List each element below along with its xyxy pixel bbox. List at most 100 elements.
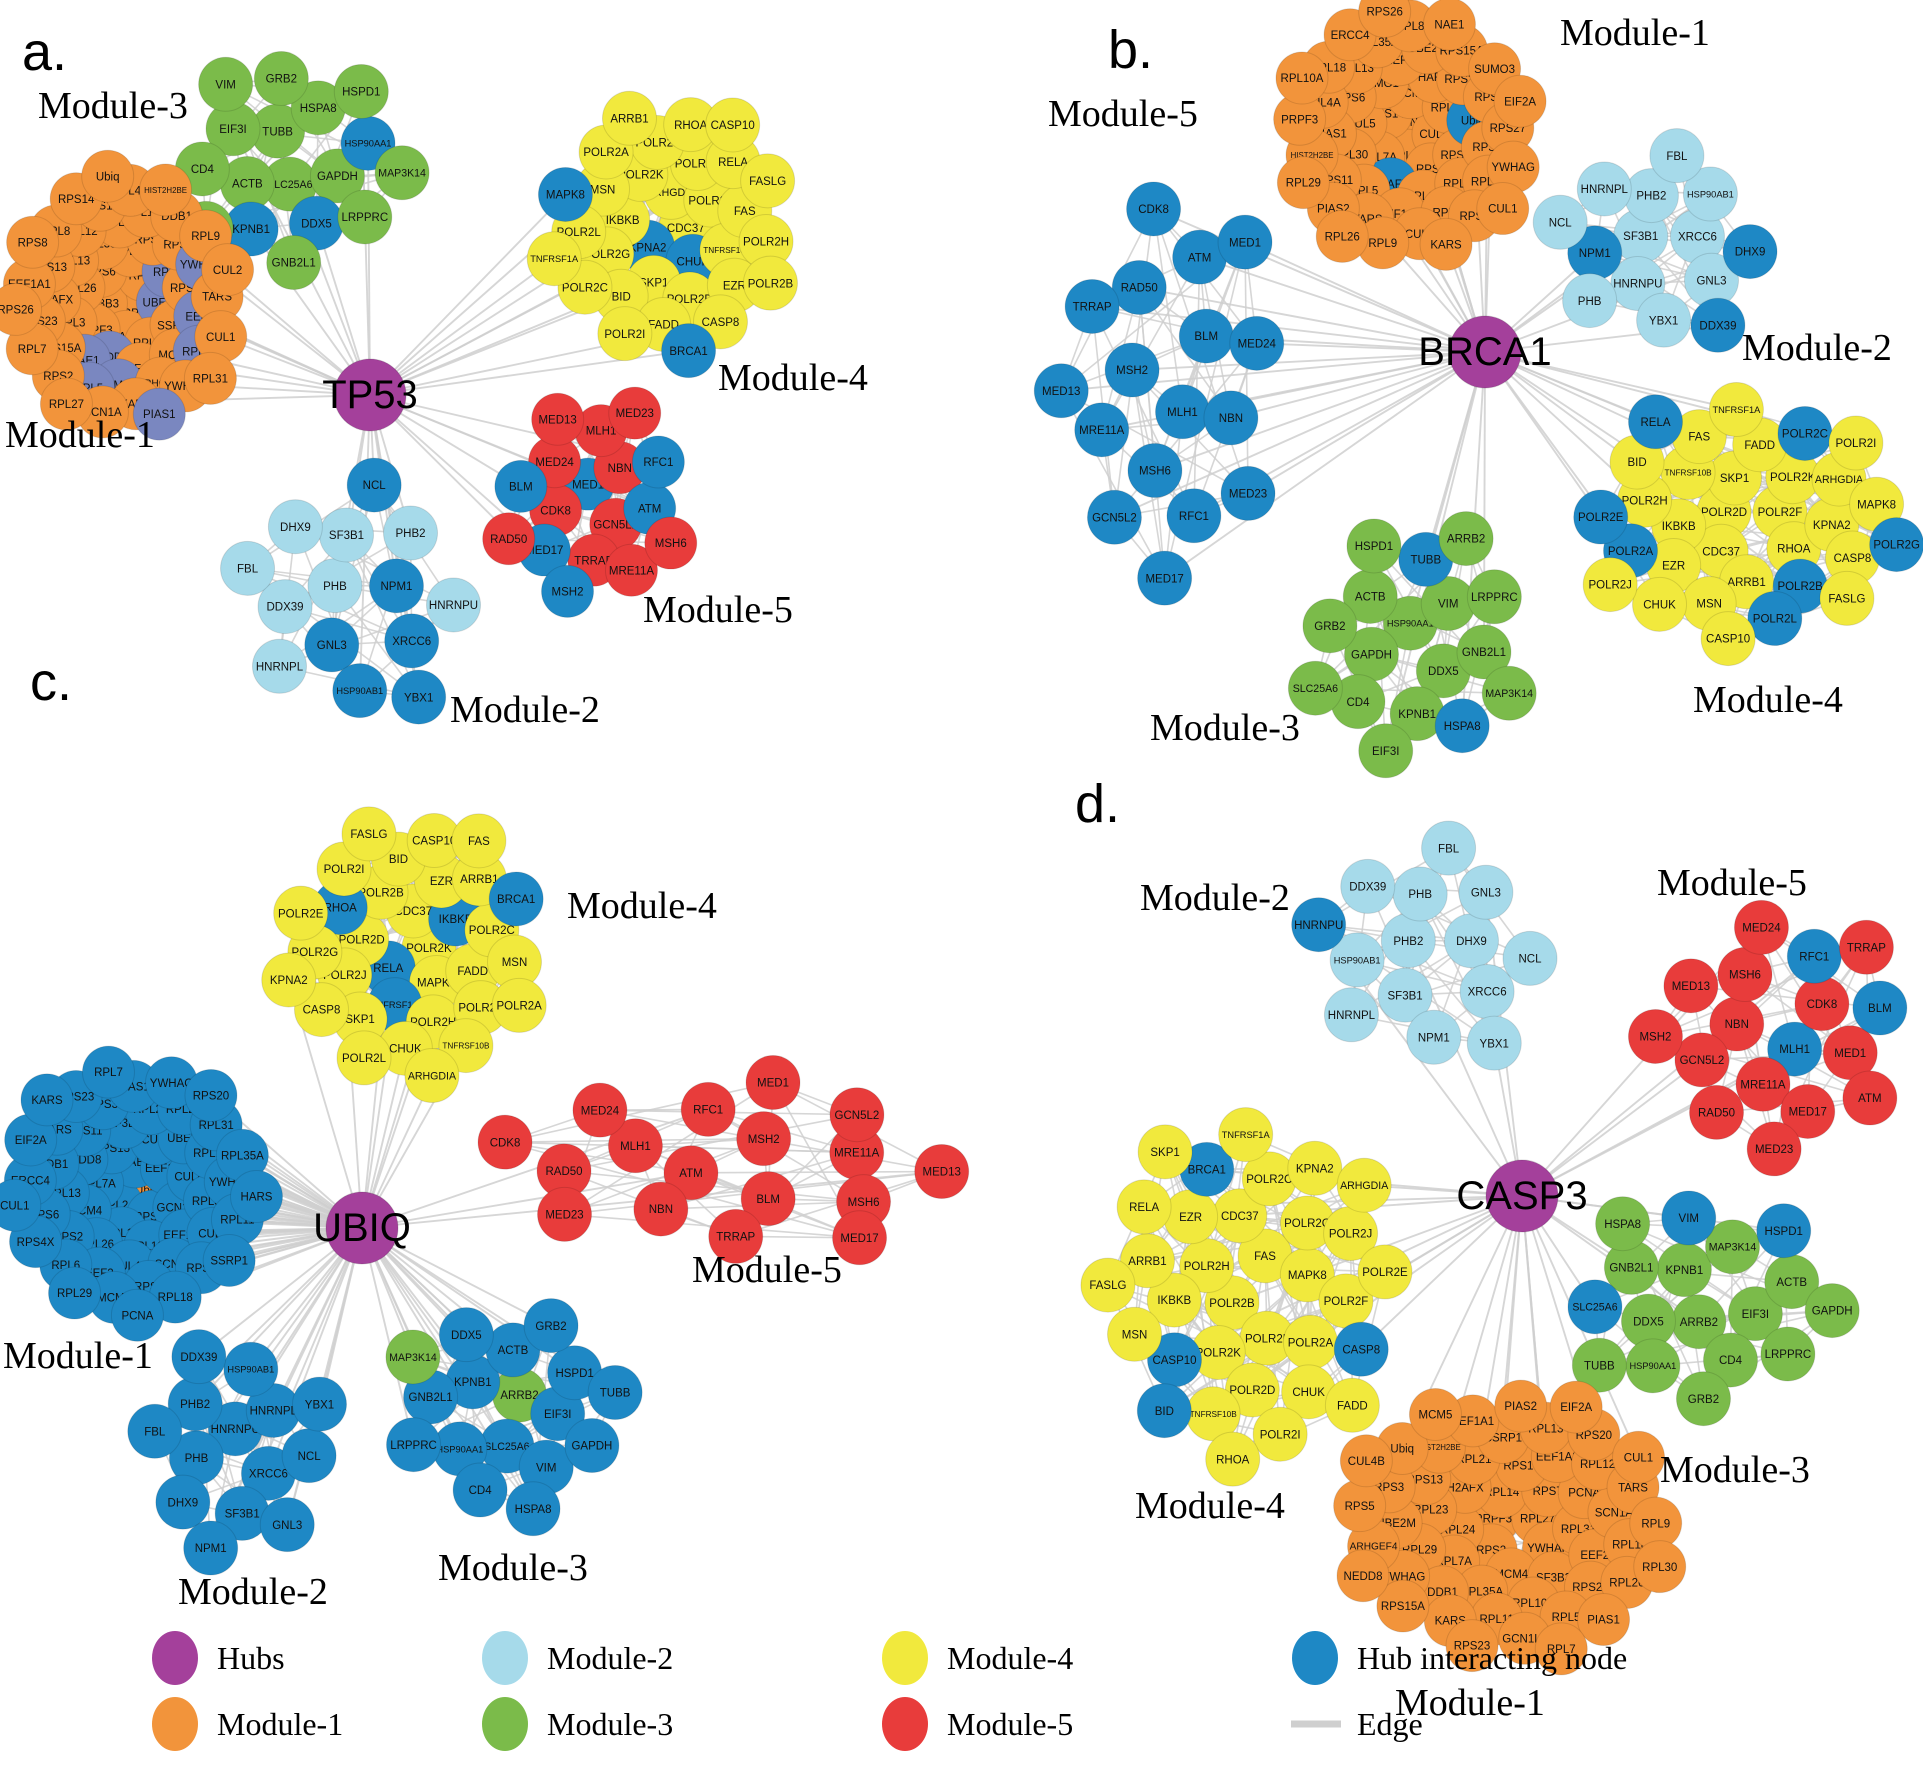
node-label: CD4 [1719, 1355, 1743, 1367]
node-circle-TNFRSF1A [526, 231, 582, 287]
node-label: GNB2L1 [409, 1392, 453, 1404]
node-TUBB: TUBB [1571, 1337, 1627, 1393]
node-label: MRE11A [1079, 425, 1124, 437]
node-label: ARRB1 [610, 113, 648, 125]
node-circle-RPL30 [1633, 1540, 1687, 1594]
node-label: ARRB2 [1680, 1317, 1718, 1329]
node-label: EIF3I [544, 1409, 571, 1421]
node-label: HSP90AA1 [436, 1444, 483, 1454]
node-GNL3: GNL3 [1684, 252, 1740, 308]
node-circle-MSH6 [644, 516, 698, 570]
node-label: FAS [1688, 432, 1710, 444]
node-MSN: MSN [1107, 1306, 1163, 1362]
node-label: EIF2A [1504, 96, 1536, 108]
node-circle-BLM [740, 1171, 796, 1227]
node-circle-MED17 [832, 1210, 888, 1266]
node-circle-RPS23 [1445, 1619, 1499, 1673]
node-label: KPNB1 [1666, 1265, 1704, 1277]
node-CASP10: CASP10 [1147, 1332, 1203, 1388]
node-label: POLR2H [743, 237, 789, 249]
node-POLR2I: POLR2I [1252, 1406, 1308, 1462]
node-label: MED23 [1229, 489, 1267, 501]
node-label: POLR2I [1260, 1429, 1301, 1441]
nodes-layer: SLC25A6 TUBB GAPDH ACTB HSPA8 DDX5 EIF3I HSP90A… [0, 51, 798, 725]
node-label: NBN [1219, 413, 1243, 425]
node-NPM1: NPM1 [183, 1520, 239, 1576]
node-BID: BID [1136, 1383, 1192, 1439]
node-label: FBL [144, 1426, 166, 1438]
node-circle-DDX39 [171, 1329, 227, 1385]
edge [1154, 351, 1486, 472]
edge [504, 1141, 692, 1174]
node-label: POLR2I [324, 864, 365, 876]
node-label: DDX39 [180, 1352, 217, 1364]
node-label: BRCA1 [1188, 1164, 1226, 1176]
node-ARHGDIA: ARHGDIA [404, 1048, 460, 1104]
node-circle-CUL4B [1339, 1434, 1393, 1488]
node-label: GNB2L1 [1462, 647, 1506, 659]
node-label: RPS16 [1503, 1461, 1539, 1473]
node-POLR2J: POLR2J [1582, 557, 1638, 613]
node-circle-RPL29 [1276, 156, 1330, 210]
node-RPS8: RPS8 [6, 215, 60, 269]
node-circle-RFC1 [1166, 488, 1222, 544]
edge [1138, 287, 1166, 579]
node-circle-TUBB [587, 1365, 643, 1421]
node-label: NBN [1725, 1019, 1749, 1031]
node-HNRNPL: HNRNPL [1323, 987, 1379, 1043]
node-label: RPS15A [1381, 1601, 1425, 1613]
node-label: CASP10 [1706, 634, 1750, 646]
legend-swatch-hub [152, 1631, 198, 1685]
node-circle-FASLG [1819, 570, 1875, 626]
node-SF3B1: SF3B1 [1377, 967, 1433, 1023]
legend-swatch-module2 [482, 1631, 528, 1685]
node-circle-GNL3 [1458, 864, 1514, 920]
node-label: RPS20 [193, 1091, 229, 1103]
node-PHB: PHB [307, 558, 363, 614]
node-label: CDC37 [667, 223, 705, 235]
hub-label: UBIQ [313, 1206, 411, 1250]
node-label: RPL27 [49, 399, 84, 411]
node-label: HSP90AA1 [345, 139, 392, 149]
node-circle-SLC25A6 [1287, 660, 1343, 716]
node-label: HSP90AB1 [227, 1365, 274, 1375]
node-PCNA: PCNA [110, 1288, 164, 1342]
node-RPL7: RPL7 [81, 1045, 135, 1099]
node-label: TNFRSF10B [1190, 1410, 1238, 1419]
node-HIST2H2BE: HIST2H2BE [139, 163, 193, 217]
node-label: YWHAG [150, 1078, 194, 1090]
node-label: HNRNPL [256, 661, 304, 673]
node-label: RPL21 [1456, 1454, 1491, 1466]
node-label: SKP1 [345, 1014, 374, 1026]
node-label: XRCC6 [1468, 987, 1507, 999]
node-label: TNFRSF10B [703, 246, 751, 255]
legend-item-module-3: Module-3 [482, 1697, 673, 1751]
node-circle-GRB2 [1302, 598, 1358, 654]
node-label: LRPPRC [1471, 592, 1518, 604]
node-EIF2A: EIF2A [1549, 1380, 1603, 1434]
node-RPL27: RPL27 [39, 377, 93, 431]
node-RFC1: RFC1 [680, 1081, 736, 1137]
node-circle-CASP10 [1700, 611, 1756, 667]
node-label: HARS [241, 1192, 273, 1204]
node-label: POLR2J [1329, 1229, 1372, 1241]
node-circle-MAP3K14 [1705, 1219, 1761, 1275]
node-label: GRB2 [1314, 621, 1345, 633]
node-RPL10A: RPL10A [1275, 51, 1329, 105]
node-MED13: MED13 [1033, 363, 1089, 419]
node-FASLG: FASLG [740, 153, 796, 209]
edge [1163, 411, 1184, 579]
node-label: MED17 [840, 1233, 878, 1245]
node-circle-CUL1 [1476, 182, 1530, 236]
node-label: RHOA [1216, 1454, 1250, 1466]
node-XRCC6: XRCC6 [1669, 208, 1725, 264]
node-label: GRB2 [535, 1321, 566, 1333]
module-label-b-module-1: Module-1 [1560, 12, 1710, 54]
node-circle-MED1 [1217, 214, 1273, 270]
node-label: KPNB1 [1398, 709, 1436, 721]
node-label: MSH2 [1116, 365, 1148, 377]
node-label: RPS23 [1454, 1641, 1490, 1653]
node-label: CUL1 [0, 1200, 29, 1212]
node-label: ACTB [232, 179, 263, 191]
node-label: BLM [509, 482, 533, 494]
